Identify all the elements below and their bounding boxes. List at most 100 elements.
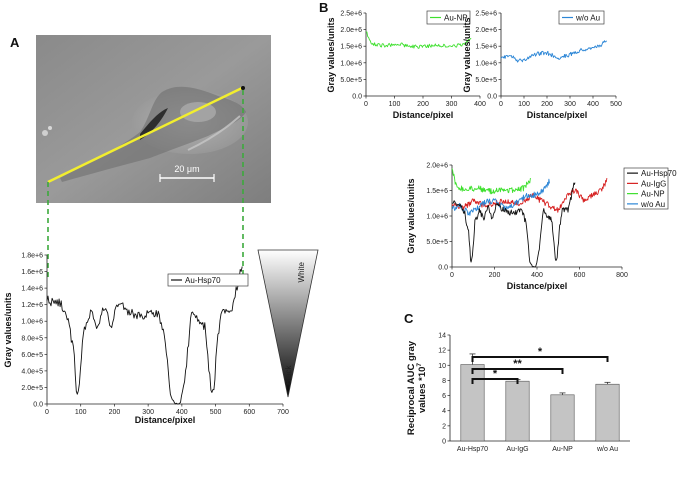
bar-au-igg <box>505 380 530 442</box>
x-tick-label: 300 <box>564 101 576 108</box>
x-tick-label: 300 <box>142 409 154 416</box>
y-tick-label: 2.0e+5 <box>21 385 43 392</box>
x-tick-label: 800 <box>616 272 628 279</box>
significance-line <box>471 378 519 384</box>
series-line-au-np <box>451 168 531 195</box>
charts-layer: 0 100 200 300 400 500 600 7000.02.0e+54.0e+56.0… <box>3 11 677 454</box>
gradient-label-white: White <box>297 261 306 282</box>
y-axis-label: Gray values/units <box>326 17 336 92</box>
series-line-w-o-au <box>500 40 607 63</box>
significance-label: ** <box>513 358 522 370</box>
x-tick-label: 200 <box>417 101 429 108</box>
y-tick-label: 12 <box>438 348 446 355</box>
legend-label: Au-IgG <box>641 179 666 188</box>
legend-label: w/o Au <box>575 14 600 23</box>
y-tick-label: 1.0e+6 <box>21 319 43 326</box>
x-tick-label: Au-NP <box>552 446 573 453</box>
y-axis-label: Gray values/units <box>462 17 472 92</box>
series-line-au-np <box>365 31 472 49</box>
significance-bracket: ** <box>471 358 564 374</box>
c-bars-chart: 0 2 4 6 8 10 12 14 Au-Hsp70 Au-IgG Au-NP w/o Au Reci… <box>406 333 630 453</box>
b-top-right-chart: 0 100 200 300 400 500 0.0 5.0e+5 1.0e+6 1.5e+6 2.0… <box>462 11 622 121</box>
x-tick-label: w/o Au <box>596 446 618 453</box>
cell-edge-bright <box>187 115 241 151</box>
x-tick-label: 400 <box>531 272 543 279</box>
legend-label: Au-NP <box>444 14 468 23</box>
b-overlay-chart: 0 200 400 600 800 0.0 5.0e+5 1.0e+6 1.5e+6 2.0e+6… <box>406 163 677 292</box>
x-axis-label: Distance/pixel <box>507 281 568 291</box>
y-tick-label: 1.5e+6 <box>340 44 362 51</box>
y-tick-label: 0 <box>442 439 446 446</box>
panel-label-b: B <box>319 0 328 15</box>
y-tick-label: 1.6e+6 <box>21 269 43 276</box>
legend-box <box>426 10 471 25</box>
x-tick-label: 100 <box>389 101 401 108</box>
y-tick-label: 10 <box>438 363 446 370</box>
y-axis-label: Gray values/units <box>406 178 416 253</box>
x-tick-label: 400 <box>474 101 486 108</box>
cell-dark-region <box>140 108 168 140</box>
bar-w-o-au <box>595 383 620 442</box>
significance-label: * <box>493 368 498 380</box>
x-tick-label: 0 <box>45 409 49 416</box>
y-tick-label: 6.0e+5 <box>21 352 43 359</box>
x-tick-label: 0 <box>450 272 454 279</box>
y-tick-label: 5.0e+5 <box>426 239 448 246</box>
series-line-au-hsp70 <box>451 182 576 268</box>
y-tick-label: 4.0e+5 <box>21 368 43 375</box>
y-tick-label: 2.5e+6 <box>475 11 497 18</box>
x-axis-label: Distance/pixel <box>393 110 454 120</box>
y-tick-label: 1.8e+6 <box>21 253 43 260</box>
panel-label-c: C <box>404 311 414 326</box>
scale-bar: 20 μm <box>159 164 215 182</box>
y-tick-label: 1.5e+6 <box>475 44 497 51</box>
series-line-au-hsp70 <box>46 266 243 405</box>
gradient-label-black: Black <box>284 364 293 385</box>
y-tick-label: 0.0 <box>352 94 362 101</box>
cell-nucleus <box>180 102 216 122</box>
x-tick-label: 500 <box>610 101 622 108</box>
x-tick-label: 0 <box>364 101 368 108</box>
y-tick-label: 1.0e+6 <box>475 60 497 67</box>
y-tick-label: 2.5e+6 <box>340 11 362 18</box>
x-tick-label: 700 <box>277 409 289 416</box>
x-tick-label: 400 <box>176 409 188 416</box>
legend-label: Au-Hsp70 <box>641 169 677 178</box>
y-tick-label: 8.0e+5 <box>21 335 43 342</box>
scale-bar-label: 20 μm <box>174 164 199 174</box>
y-tick-label: 14 <box>438 333 446 340</box>
significance-line <box>471 368 564 374</box>
debris-dot <box>48 126 52 130</box>
x-axis-label: Distance/pixel <box>527 110 588 120</box>
y-tick-label: 0.0 <box>487 94 497 101</box>
y-tick-label: 6 <box>442 393 446 400</box>
y-tick-label: 1.0e+6 <box>340 60 362 67</box>
y-tick-label: 4 <box>442 408 446 415</box>
significance-label: * <box>538 346 543 358</box>
debris-dot <box>42 130 48 136</box>
x-tick-label: 200 <box>541 101 553 108</box>
y-tick-label: 1.0e+6 <box>426 214 448 221</box>
x-tick-label: 200 <box>109 409 121 416</box>
x-tick-label: 100 <box>75 409 87 416</box>
x-tick-label: 0 <box>499 101 503 108</box>
y-tick-label: 1.4e+6 <box>21 286 43 293</box>
a-profile-chart: 0 100 200 300 400 500 600 700 0.0 2.0e+5 4.0e+5 6.0… <box>3 253 289 426</box>
x-tick-label: 600 <box>574 272 586 279</box>
x-tick-label: 500 <box>210 409 222 416</box>
panel-label-a: A <box>10 35 20 50</box>
y-tick-label: 0.0 <box>33 402 43 409</box>
x-tick-label: 200 <box>489 272 501 279</box>
bar-au-hsp70 <box>460 364 485 442</box>
micrograph: 20 μm <box>36 35 271 203</box>
legend-label: Au-NP <box>641 190 665 199</box>
bar-au-np <box>550 394 575 442</box>
y-tick-label: 1.5e+6 <box>426 188 448 195</box>
x-tick-label: 400 <box>587 101 599 108</box>
x-axis-label: Distance/pixel <box>135 415 196 425</box>
y-tick-label: 5.0e+5 <box>340 77 362 84</box>
y-tick-label: 8 <box>442 378 446 385</box>
profile-line <box>47 86 243 184</box>
legend-box <box>623 167 669 210</box>
